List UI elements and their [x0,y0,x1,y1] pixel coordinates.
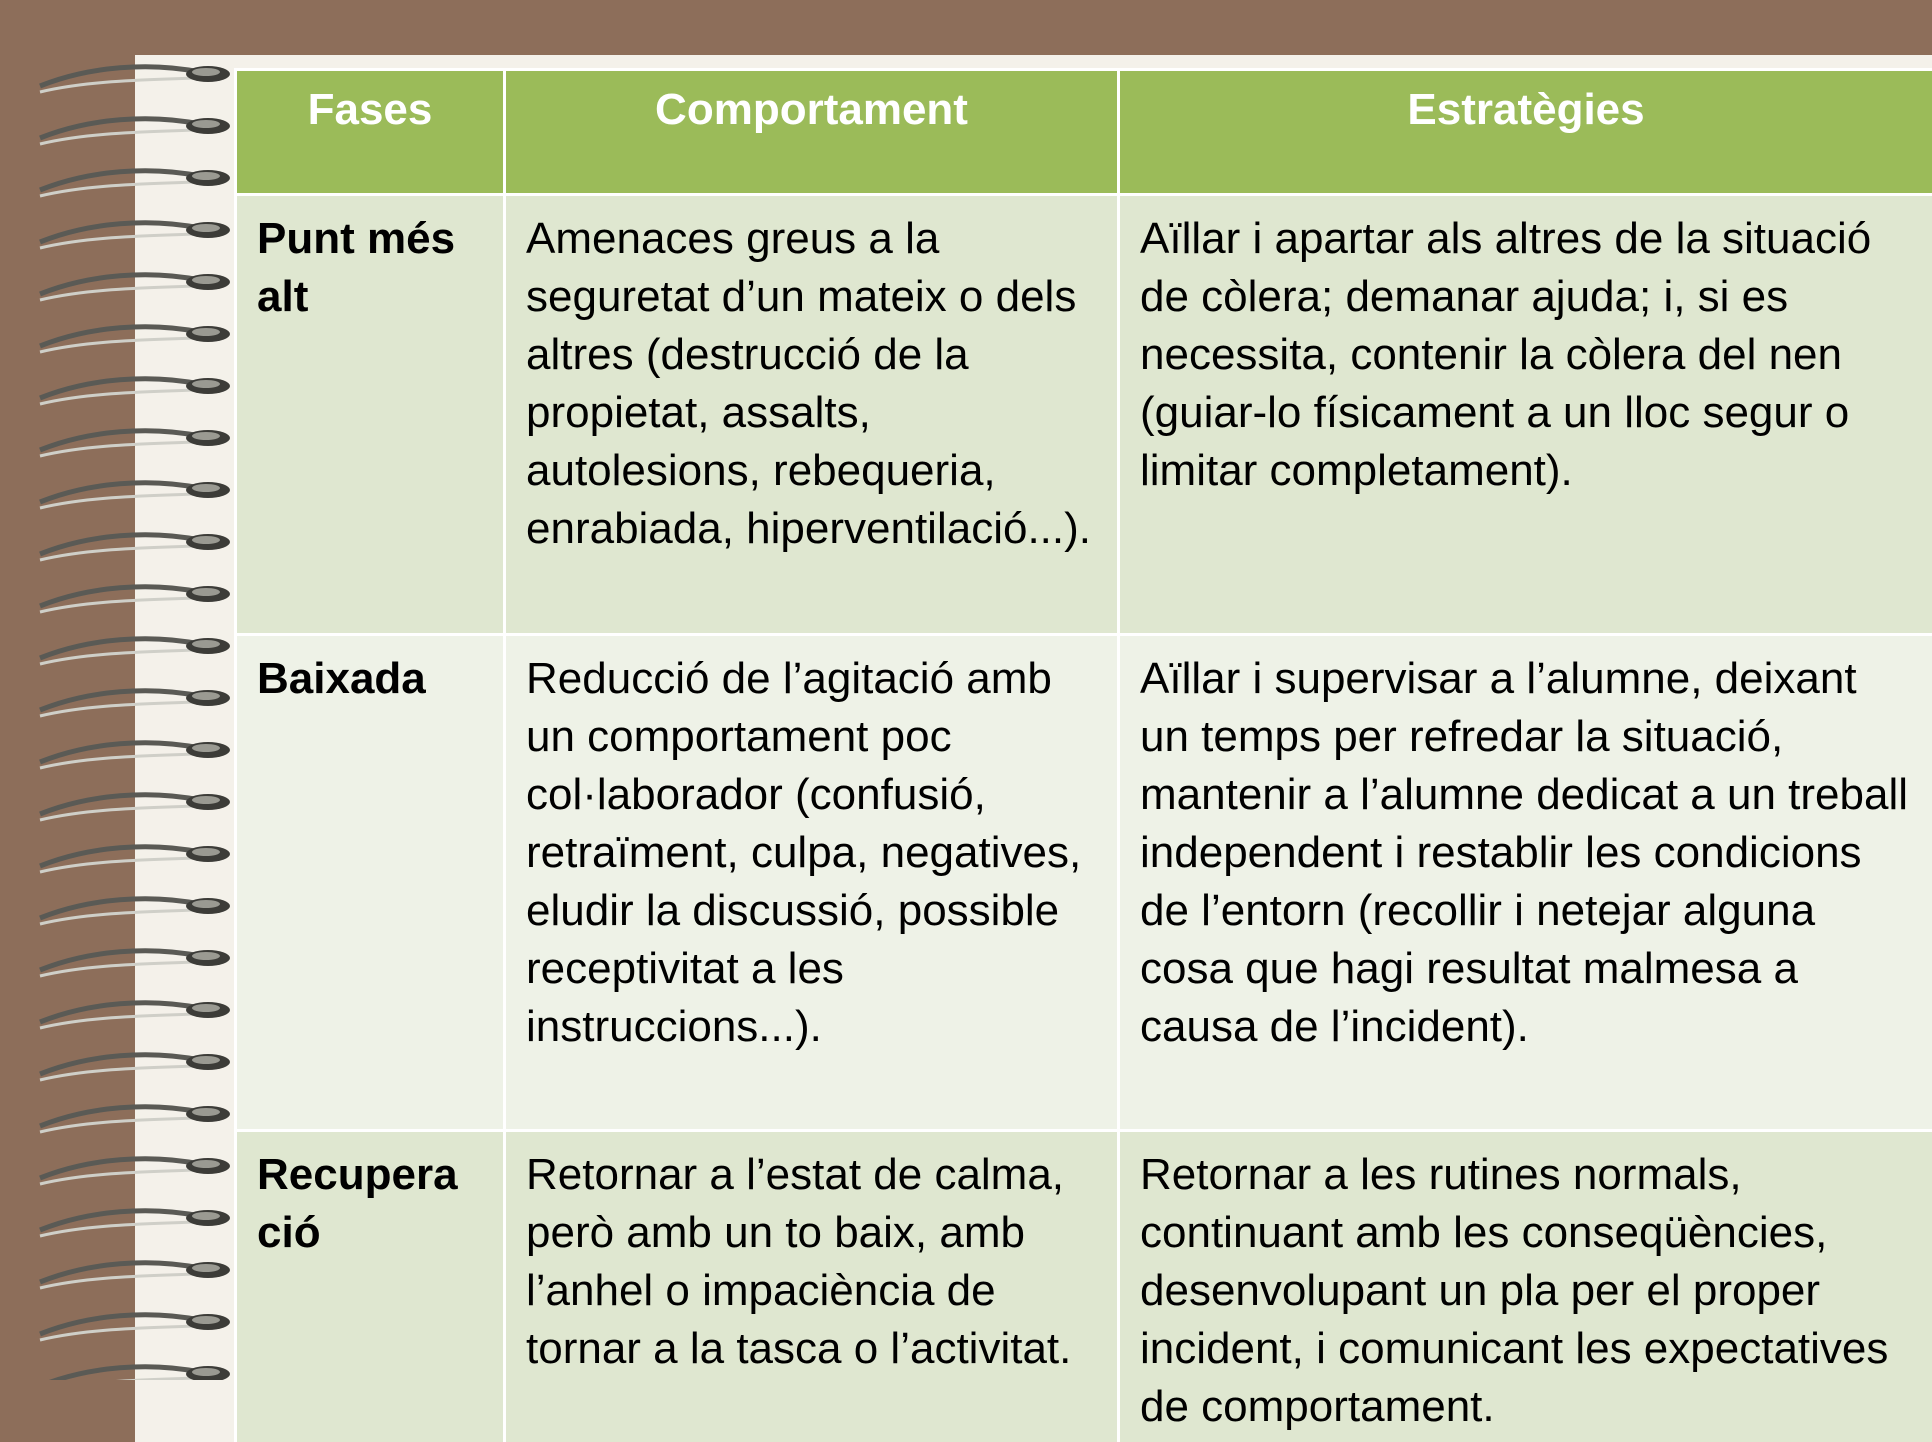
table-row: Recupera ció Retornar a l’estat de calma,… [234,1129,1932,1442]
text-cell: Aïllar i apartar als altres de la situac… [1117,193,1932,636]
text-cell: Retornar a l’estat de calma, però amb un… [503,1129,1120,1442]
text-cell: Retornar a les rutines normals, continua… [1117,1129,1932,1442]
table-row: Baixada Reducció de l’agitació amb un com… [234,633,1932,1132]
spiral-binding [30,60,230,1380]
header-cell: Estratègies [1117,68,1932,196]
table-row: Punt més alt Amenaces greus a la segureta… [234,193,1932,636]
text-cell: Amenaces greus a la seguretat d’un matei… [503,193,1120,636]
table-body: Punt més alt Amenaces greus a la segureta… [234,193,1932,1442]
text-cell: Reducció de l’agitació amb un comportame… [503,633,1120,1132]
text-cell: Aïllar i supervisar a l’alumne, deixant … [1117,633,1932,1132]
header-row: Fases Comportament Estratègies [234,68,1932,196]
phases-table: Fases Comportament Estratègies Punt més … [234,68,1932,1442]
header-cell: Comportament [503,68,1120,196]
phase-cell: Recupera ció [234,1129,506,1442]
header-cell: Fases [234,68,506,196]
phase-cell: Baixada [234,633,506,1132]
phase-cell: Punt més alt [234,193,506,636]
